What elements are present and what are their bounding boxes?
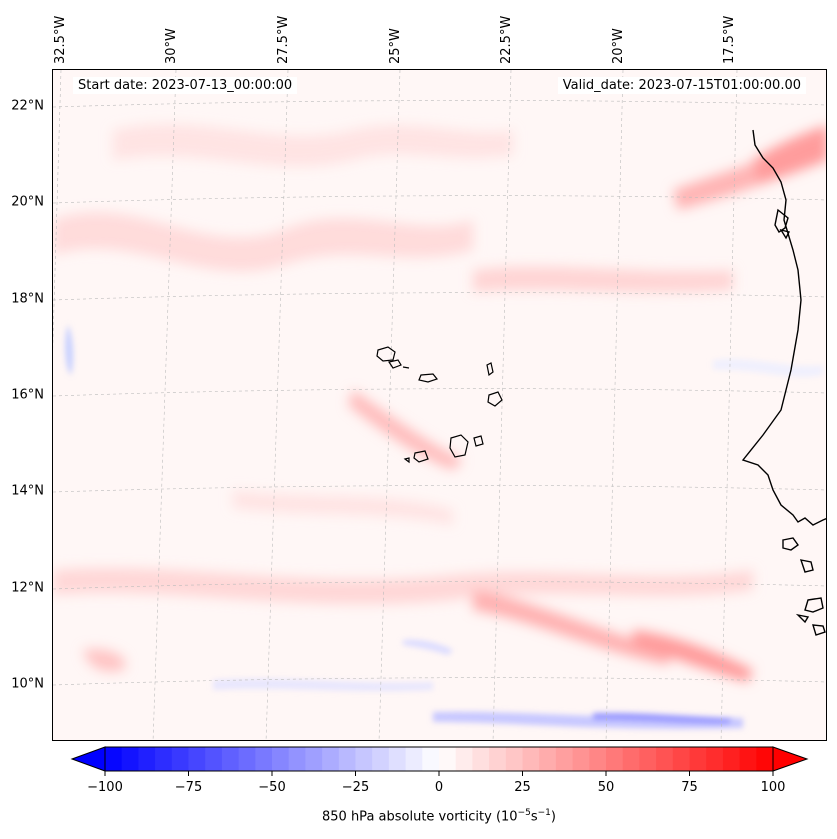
map-panel[interactable]: Start date: 2023-07-13_00:00:00 Valid_da… bbox=[52, 69, 827, 741]
colorbar-level-cell bbox=[205, 747, 223, 771]
colorbar-level-cell bbox=[305, 747, 323, 771]
lon-label-25w: 25°W bbox=[388, 28, 403, 64]
colorbar-title: 850 hPa absolute vorticity (10−5s−1) bbox=[322, 808, 556, 825]
valid-date-label: Valid_date: 2023-07-15T01:00:00.00 bbox=[557, 77, 806, 94]
colorbar-level-cell bbox=[221, 747, 240, 771]
colorbar-level-cell bbox=[472, 747, 490, 771]
colorbar-level-cell bbox=[622, 747, 640, 771]
colorbar-level-cell bbox=[355, 747, 373, 771]
colorbar-level-cell bbox=[522, 747, 540, 771]
colorbar-level-cell bbox=[255, 747, 273, 771]
cape-verde-islands bbox=[376, 346, 503, 464]
colorbar-tick-label: −25 bbox=[341, 780, 370, 795]
lon-label-22.5w: 22.5°W bbox=[499, 15, 514, 64]
colorbar-level-cell bbox=[288, 747, 306, 771]
lon-label-17.5w: 17.5°W bbox=[722, 15, 737, 64]
colorbar-level-cell bbox=[405, 747, 423, 771]
colorbar-level-cell bbox=[689, 747, 707, 771]
colorbar-level-cell bbox=[422, 747, 440, 771]
colorbar-level-cell bbox=[138, 747, 156, 771]
colorbar-tick-label: 25 bbox=[514, 780, 531, 795]
colorbar-level-cell bbox=[322, 747, 340, 771]
lat-label-16n: 16°N bbox=[11, 387, 44, 403]
colorbar-level-cell bbox=[589, 747, 607, 771]
colorbar-level-cell bbox=[155, 747, 173, 771]
colorbar-level-cell bbox=[272, 747, 290, 771]
colorbar-tick-label: −50 bbox=[258, 780, 286, 795]
colorbar-level-cell bbox=[639, 747, 657, 771]
lon-label-20w: 20°W bbox=[611, 28, 626, 64]
colorbar-level-cell bbox=[722, 747, 741, 771]
colorbar-min-extend-arrow bbox=[70, 746, 106, 772]
colorbar-level-cell bbox=[121, 747, 139, 771]
colorbar-level-cell bbox=[105, 747, 123, 771]
colorbar-level-cell bbox=[388, 747, 407, 771]
lon-label-27.5w: 27.5°W bbox=[276, 15, 291, 64]
colorbar-level-cell bbox=[572, 747, 590, 771]
colorbar-level-cell bbox=[489, 747, 507, 771]
lon-label-32.5w: 32.5°W bbox=[53, 15, 68, 64]
lat-label-22n: 22°N bbox=[11, 98, 44, 114]
positive-vorticity-region bbox=[53, 124, 826, 682]
coastline bbox=[741, 129, 826, 636]
lat-label-18n: 18°N bbox=[11, 291, 44, 307]
colorbar-level-cell bbox=[455, 747, 473, 771]
colorbar-level-cell bbox=[238, 747, 256, 771]
lat-label-14n: 14°N bbox=[11, 483, 44, 499]
colorbar-level-cell bbox=[555, 747, 574, 771]
colorbar-tick-label: 100 bbox=[760, 780, 786, 795]
colorbar-level-cell bbox=[171, 747, 189, 771]
colorbar bbox=[70, 746, 809, 776]
lat-label-12n: 12°N bbox=[11, 580, 44, 596]
lat-label-10n: 10°N bbox=[11, 676, 44, 692]
colorbar-level-cell bbox=[739, 747, 757, 771]
lat-label-20n: 20°N bbox=[11, 194, 44, 210]
colorbar-level-cell bbox=[505, 747, 523, 771]
colorbar-tick-label: 50 bbox=[597, 780, 615, 795]
colorbar-tick-label: −75 bbox=[174, 780, 203, 795]
colorbar-tick-label: 75 bbox=[681, 780, 698, 795]
lon-label-30w: 30°W bbox=[164, 28, 179, 64]
colorbar-level-cell bbox=[606, 747, 624, 771]
colorbar-max-extend-arrow bbox=[772, 746, 809, 772]
colorbar-level-cell bbox=[672, 747, 690, 771]
colorbar-level-cell bbox=[439, 747, 457, 771]
colorbar-level-cell bbox=[338, 747, 356, 771]
colorbar-tick-label: −100 bbox=[87, 780, 123, 795]
colorbar-tick-label: 0 bbox=[434, 780, 444, 795]
colorbar-level-cell bbox=[539, 747, 557, 771]
graticule bbox=[53, 70, 826, 740]
colorbar-level-cell bbox=[372, 747, 390, 771]
start-date-label: Start date: 2023-07-13_00:00:00 bbox=[73, 77, 298, 94]
colorbar-level-cell bbox=[656, 747, 674, 771]
colorbar-level-cell bbox=[188, 747, 206, 771]
colorbar-level-cell bbox=[706, 747, 724, 771]
colorbar-level-cell bbox=[756, 747, 774, 771]
vorticity-field bbox=[53, 70, 826, 740]
